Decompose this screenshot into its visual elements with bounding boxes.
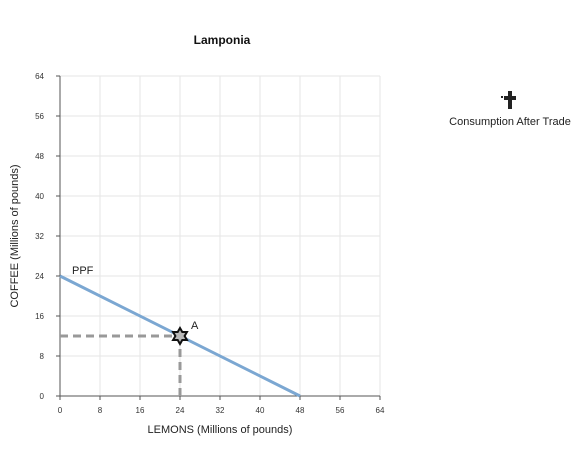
point-a-marker: [171, 325, 189, 347]
x-tick-label: 64: [376, 406, 385, 415]
x-tick-label: 32: [216, 406, 225, 415]
ppf-label: PPF: [72, 265, 94, 277]
x-tick-labels: 0 8 16 24 32 40 48 56 64: [58, 406, 385, 415]
chart-title: Lamponia: [194, 33, 251, 47]
x-tick-label: 24: [176, 406, 185, 415]
x-tick-label: 48: [296, 406, 305, 415]
y-axis-title: COFFEE (Millions of pounds): [9, 164, 21, 307]
consumption-tool[interactable]: Consumption After Trade: [440, 88, 580, 128]
cross-plus-icon[interactable]: [498, 88, 522, 112]
x-tick-label: 8: [98, 406, 103, 415]
x-tick-label: 16: [136, 406, 145, 415]
y-tick-label: 0: [40, 392, 45, 401]
x-axis-title: LEMONS (Millions of pounds): [148, 424, 293, 436]
y-tick-label: 40: [35, 192, 44, 201]
point-guides: [60, 334, 182, 396]
consumption-tool-label: Consumption After Trade: [449, 116, 571, 128]
x-tick-label: 0: [58, 406, 63, 415]
x-tick-label: 56: [336, 406, 345, 415]
y-tick-label: 56: [35, 112, 44, 121]
y-tick-label: 24: [35, 272, 44, 281]
y-tick-label: 48: [35, 152, 44, 161]
x-tick-label: 40: [256, 406, 265, 415]
points-group: A: [171, 320, 199, 347]
point-a-label: A: [191, 320, 199, 332]
y-tick-label: 64: [35, 72, 44, 81]
y-tick-label: 16: [35, 312, 44, 321]
y-tick-labels: 0 8 16 24 32 40 48 56 64: [35, 72, 44, 401]
axes: [56, 75, 381, 400]
y-tick-label: 8: [40, 352, 45, 361]
y-tick-label: 32: [35, 232, 44, 241]
grid-lines: [60, 75, 381, 396]
